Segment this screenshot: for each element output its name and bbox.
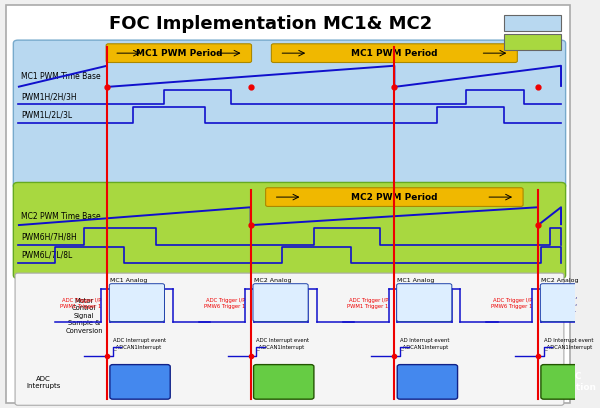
- FancyBboxPatch shape: [271, 44, 517, 62]
- Text: ADC Trigger I/P
PWM1 Trigger 1: ADC Trigger I/P PWM1 Trigger 1: [60, 298, 101, 309]
- Text: MC1 PWM Time Base: MC1 PWM Time Base: [21, 72, 100, 81]
- Text: ADC Trigger I/P
PMW6 Trigger 1: ADC Trigger I/P PMW6 Trigger 1: [491, 298, 532, 309]
- FancyBboxPatch shape: [110, 365, 170, 399]
- FancyBboxPatch shape: [13, 182, 566, 278]
- FancyBboxPatch shape: [397, 284, 452, 322]
- Text: MC1 Analog
Channels: MC1 Analog Channels: [397, 278, 434, 289]
- Text: MC1 PWM Period: MC1 PWM Period: [136, 49, 222, 58]
- FancyBboxPatch shape: [397, 365, 458, 399]
- Text: MC2: MC2: [522, 38, 542, 47]
- Text: ADC Trigger I/P
PMW6 Trigger 1: ADC Trigger I/P PMW6 Trigger 1: [203, 298, 245, 309]
- Text: MC2 PWM Time Base: MC2 PWM Time Base: [21, 212, 100, 221]
- Text: FOC
Execution: FOC Execution: [403, 372, 452, 392]
- FancyBboxPatch shape: [13, 40, 566, 189]
- Text: MC1 Analog
Channels: MC1 Analog Channels: [110, 278, 147, 289]
- Text: FOC
Execution: FOC Execution: [259, 372, 309, 392]
- Text: PWM6L/7L/8L: PWM6L/7L/8L: [21, 251, 72, 259]
- Text: FOC
Execution: FOC Execution: [115, 372, 165, 392]
- FancyBboxPatch shape: [541, 365, 600, 399]
- Bar: [503, 34, 561, 50]
- Text: ADC Interrupt event
_ADCAN1Interrupt: ADC Interrupt event _ADCAN1Interrupt: [256, 338, 310, 350]
- FancyBboxPatch shape: [266, 188, 523, 206]
- FancyBboxPatch shape: [254, 365, 314, 399]
- Text: FOC
Execution: FOC Execution: [546, 372, 596, 392]
- Text: Ia, Ib,
VBUS,
POT2: Ia, Ib, VBUS, POT2: [270, 293, 291, 313]
- Text: Motor
Control
Signal
Sample &
Conversion: Motor Control Signal Sample & Conversion: [65, 298, 103, 334]
- FancyBboxPatch shape: [106, 44, 251, 62]
- Text: MC1: MC1: [522, 18, 542, 28]
- FancyBboxPatch shape: [109, 284, 164, 322]
- Text: PWM1L/2L/3L: PWM1L/2L/3L: [21, 111, 72, 120]
- Bar: [503, 15, 561, 31]
- FancyBboxPatch shape: [15, 273, 564, 405]
- Text: AD Interrupt event
_ADCAN1Interrupt: AD Interrupt event _ADCAN1Interrupt: [400, 338, 449, 350]
- Text: FOC Implementation MC1& MC2: FOC Implementation MC1& MC2: [109, 15, 433, 33]
- Text: MC2 PWM Period: MC2 PWM Period: [351, 193, 437, 202]
- Text: MC2 Analog
Channels: MC2 Analog Channels: [254, 278, 291, 289]
- Text: ADC Trigger I/P
PWM1 Trigger 1: ADC Trigger I/P PWM1 Trigger 1: [347, 298, 389, 309]
- Text: PWM1H/2H/3H: PWM1H/2H/3H: [21, 93, 76, 102]
- FancyBboxPatch shape: [541, 284, 595, 322]
- Text: MC1 PWM Period: MC1 PWM Period: [351, 49, 437, 58]
- Text: ADC Interrupt event
_ADCAN1Interrupt: ADC Interrupt event _ADCAN1Interrupt: [113, 338, 166, 350]
- Text: Ia, Ib,
VBUS,
POT1: Ia, Ib, VBUS, POT1: [557, 293, 578, 313]
- FancyBboxPatch shape: [253, 284, 308, 322]
- Text: AD Interrupt event
_ADCAN1Interrupt: AD Interrupt event _ADCAN1Interrupt: [544, 338, 593, 350]
- Text: ADC
Interrupts: ADC Interrupts: [26, 377, 61, 389]
- Text: Ia, Ib,
VBUS,
POT2: Ia, Ib, VBUS, POT2: [413, 293, 435, 313]
- Text: Ia, Ib,
VBUS,
POT1: Ia, Ib, VBUS, POT1: [126, 293, 148, 313]
- Text: MC2 Analog
Channels: MC2 Analog Channels: [541, 278, 578, 289]
- Text: PWM6H/7H/8H: PWM6H/7H/8H: [21, 232, 77, 241]
